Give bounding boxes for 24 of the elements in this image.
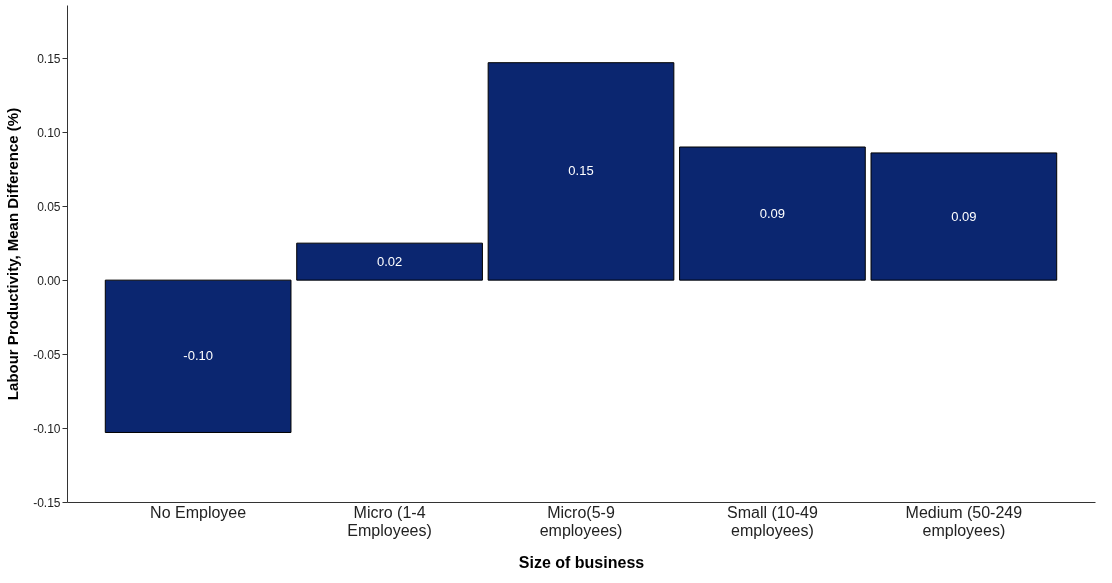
bar [104,279,292,433]
bar [487,62,675,281]
bar [296,242,483,281]
x-tick-label: Medium (50-249 employees) [905,503,1023,539]
data-label: 0.15 [568,163,594,179]
y-tick-label: -0.15 [33,495,61,510]
x-axis-title: Size of business [518,553,645,571]
bar [679,146,866,281]
y-tick-label: 0.00 [37,273,61,288]
y-tick-label: -0.10 [33,421,61,436]
x-tick-label: Micro(5-9 employees) [539,503,623,539]
x-tick-label: No Employee [150,503,247,521]
y-tick-label: 0.10 [37,125,61,140]
y-tick-label: 0.05 [37,199,61,214]
x-tick-label: Micro (1-4 Employees) [347,503,432,539]
bar [870,152,1058,281]
y-tick-label: -0.05 [33,347,61,362]
x-tick-label: Small (10-49 employees) [727,503,818,539]
data-label: 0.02 [376,253,403,269]
data-label: -0.10 [183,348,213,364]
y-tick-label: 0.15 [37,51,61,66]
data-label: 0.09 [951,208,977,224]
y-axis-title: Labour Productivity, Mean Difference (%) [4,107,22,401]
data-label: 0.09 [759,205,786,221]
